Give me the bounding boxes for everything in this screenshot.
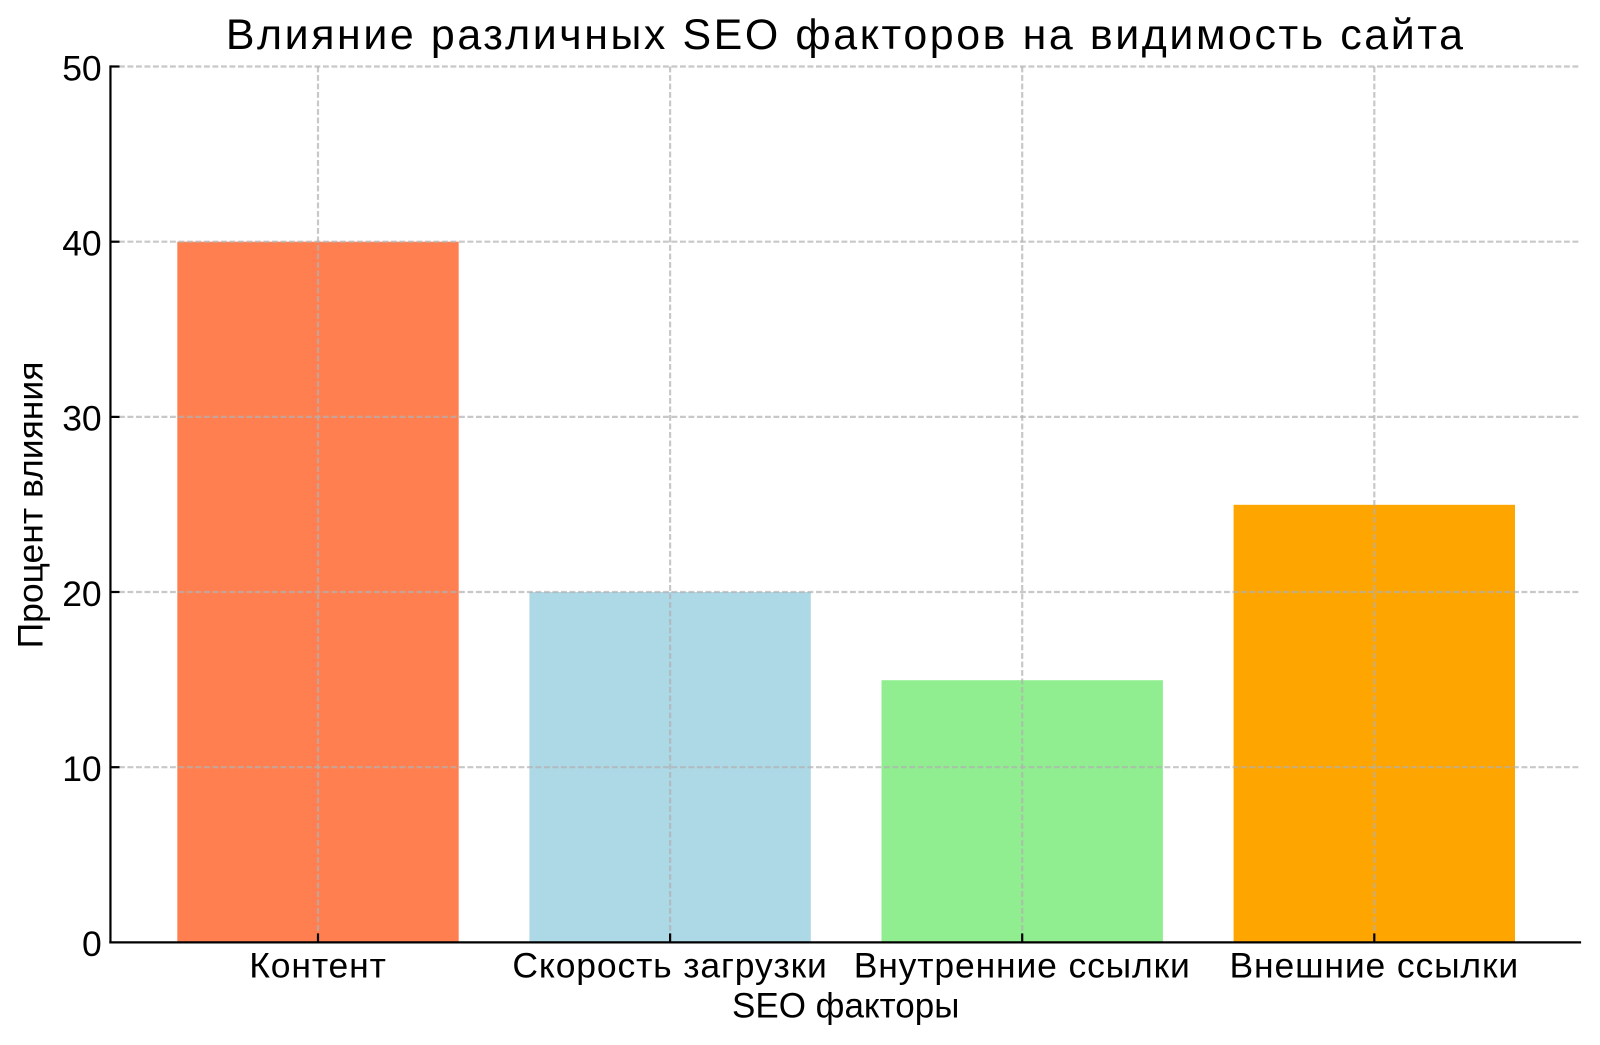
svg-text:0: 0: [82, 924, 102, 964]
svg-text:30: 30: [62, 399, 102, 439]
svg-text:Внутренние ссылки: Внутренние ссылки: [854, 945, 1191, 985]
svg-text:Влияние различных SEO факторов: Влияние различных SEO факторов на видимо…: [226, 11, 1466, 59]
svg-text:Скорость загрузки: Скорость загрузки: [512, 945, 827, 985]
svg-text:Процент влияния: Процент влияния: [10, 362, 50, 649]
svg-text:Контент: Контент: [249, 945, 386, 985]
svg-text:50: 50: [62, 48, 102, 88]
svg-text:40: 40: [62, 224, 102, 264]
svg-text:20: 20: [62, 574, 102, 614]
svg-text:SEO факторы: SEO факторы: [732, 987, 959, 1026]
svg-text:Внешние ссылки: Внешние ссылки: [1230, 945, 1520, 985]
svg-text:10: 10: [62, 749, 102, 789]
